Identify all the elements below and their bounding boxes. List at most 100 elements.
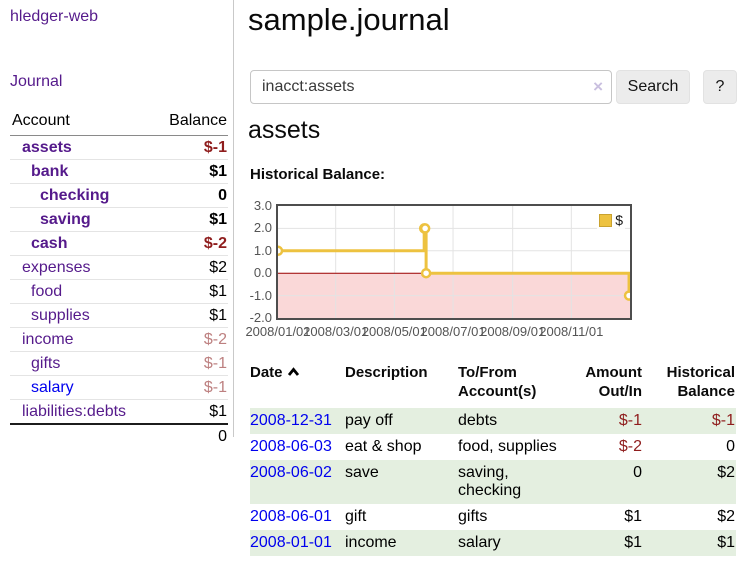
transaction-description: save	[345, 464, 379, 481]
account-row: bank $1	[10, 159, 228, 184]
account-link[interactable]: saving	[40, 211, 91, 228]
account-row: food $1	[10, 279, 228, 304]
x-tick-label: 2008/03/01	[303, 324, 369, 339]
legend-swatch-icon	[599, 213, 613, 227]
y-tick-label: 2.0	[253, 220, 272, 236]
register-header-balance: Historical Balance	[666, 364, 735, 400]
account-balance: $-2	[153, 231, 228, 256]
transaction-date-link[interactable]: 2008-06-03	[250, 438, 332, 455]
account-link[interactable]: food	[31, 283, 63, 300]
transaction-date-link[interactable]: 2008-06-01	[250, 508, 332, 525]
x-tick-label: 2008/01/01	[245, 324, 311, 339]
register-row: 2008-06-03 eat & shop food, supplies $-2…	[250, 434, 736, 460]
transaction-date-link[interactable]: 2008-12-31	[250, 412, 332, 429]
transaction-accounts: debts	[458, 412, 498, 429]
transaction-amount: 0	[633, 464, 642, 481]
transaction-date-link[interactable]: 2008-06-02	[250, 464, 332, 481]
transaction-balance: $2	[717, 508, 735, 525]
transaction-balance: 0	[726, 438, 735, 455]
account-link[interactable]: income	[22, 331, 74, 348]
transaction-amount: $-1	[618, 412, 642, 429]
account-link[interactable]: assets	[22, 139, 72, 156]
account-balance: $1	[153, 303, 228, 328]
x-tick-label: 2008/05/01	[361, 324, 427, 339]
search-input[interactable]	[250, 70, 612, 104]
x-axis-labels: 2008/01/01 2008/03/01 2008/05/01 2008/07/01…	[245, 324, 705, 340]
transaction-amount: $-2	[618, 438, 642, 455]
transaction-accounts: saving, checking	[458, 464, 522, 499]
account-row: expenses $2	[10, 255, 228, 280]
transaction-date-link[interactable]: 2008-01-01	[250, 534, 332, 551]
account-balance: $-1	[153, 375, 228, 400]
register-header-description: Description	[345, 364, 428, 381]
clear-search-icon[interactable]: ×	[593, 77, 603, 96]
sidebar-item-journal[interactable]: Journal	[10, 73, 63, 90]
transaction-amount: $1	[624, 508, 642, 525]
account-row: salary $-1	[10, 375, 228, 400]
search-button[interactable]: Search	[616, 70, 690, 104]
account-balance: $1	[153, 279, 228, 304]
register-header-date[interactable]: Date	[250, 358, 345, 408]
transaction-balance: $1	[717, 534, 735, 551]
account-link[interactable]: supplies	[31, 307, 90, 324]
transaction-description: income	[345, 534, 397, 551]
account-row: gifts $-1	[10, 351, 228, 376]
x-tick-label: 2008/07/01	[420, 324, 486, 339]
transaction-amount: $1	[624, 534, 642, 551]
register-table-body: 2008-12-31 pay off debts $-1 $-1 2008-06…	[250, 408, 736, 556]
chart-title: Historical Balance:	[250, 166, 386, 183]
transaction-description: gift	[345, 508, 367, 525]
account-balance: $1	[153, 159, 228, 184]
plot-area: $	[276, 204, 632, 320]
account-balance: $1	[153, 399, 228, 425]
accounts-header-account: Account	[10, 112, 154, 136]
accounts-total-value: 0	[153, 423, 228, 448]
register-table: Date Description To/From Account(s) Amoun…	[250, 358, 736, 556]
accounts-header-balance: Balance	[153, 112, 228, 136]
transaction-balance: $-1	[711, 412, 735, 429]
accounts-table-body: assets $-1 bank $1 checking 0 saving $1 …	[10, 135, 228, 425]
transaction-accounts: salary	[458, 534, 501, 551]
plot-svg	[278, 206, 630, 318]
account-row: assets $-1	[10, 135, 228, 160]
y-tick-label: -2.0	[249, 310, 272, 325]
account-row: income $-2	[10, 327, 228, 352]
app-brand-link[interactable]: hledger-web	[10, 8, 99, 25]
account-balance: $-1	[153, 135, 228, 160]
account-link[interactable]: liabilities:debts	[22, 403, 127, 420]
transaction-accounts: gifts	[458, 508, 488, 525]
help-button[interactable]: ?	[703, 70, 737, 104]
account-row: cash $-2	[10, 231, 228, 256]
transaction-description: eat & shop	[345, 438, 422, 455]
sort-ascending-icon	[287, 363, 300, 382]
accounts-total-row: 0	[10, 423, 228, 448]
account-link[interactable]: gifts	[31, 355, 61, 372]
y-tick-label: 1.0	[253, 242, 272, 258]
accounts-table: Account Balance assets $-1 bank $1 check…	[10, 112, 228, 448]
register-row: 2008-06-01 gift gifts $1 $2	[250, 504, 736, 530]
transaction-accounts: food, supplies	[458, 438, 557, 455]
register-row: 2008-12-31 pay off debts $-1 $-1	[250, 408, 736, 434]
register-row: 2008-06-02 save saving, checking 0 $2	[250, 460, 736, 504]
account-link[interactable]: checking	[40, 187, 110, 204]
sidebar: hledger-web Journal Account Balance asse…	[10, 8, 228, 448]
account-balance: $-2	[153, 327, 228, 352]
x-tick-label: 2008/11/01	[539, 324, 604, 339]
x-tick-label: 2008/09/01	[480, 324, 546, 339]
register-row: 2008-01-01 income salary $1 $1	[250, 530, 736, 556]
sidebar-divider	[233, 0, 234, 437]
transaction-description: pay off	[345, 412, 393, 429]
account-link[interactable]: bank	[31, 163, 69, 180]
account-link[interactable]: cash	[31, 235, 68, 252]
account-row: supplies $1	[10, 303, 228, 328]
page-title: sample.journal	[248, 2, 450, 37]
legend-label: $	[615, 212, 623, 228]
account-link[interactable]: salary	[31, 379, 74, 396]
register-header-accounts: To/From Account(s)	[458, 364, 537, 400]
account-link[interactable]: expenses	[22, 259, 91, 276]
y-tick-label: 0.0	[253, 265, 272, 281]
historical-balance-chart: 3.0 2.0 1.0 0.0 -1.0 -2.0 $ 2008/01/01 2008/03…	[245, 198, 705, 346]
transaction-balance: $2	[717, 464, 735, 481]
chart-legend: $	[597, 211, 625, 229]
